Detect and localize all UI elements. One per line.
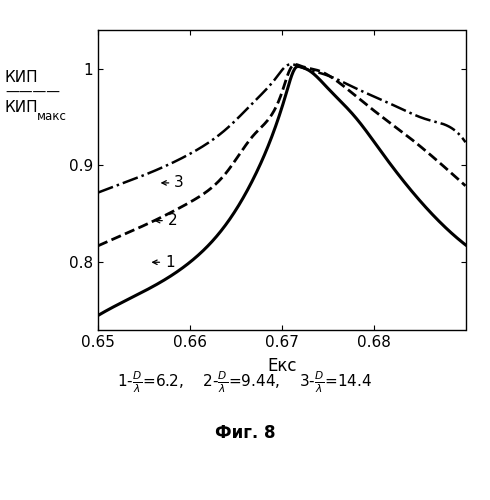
Text: 3: 3 [174,176,184,190]
X-axis label: Екс: Екс [267,357,296,375]
Text: макс: макс [37,110,67,122]
Text: КИП: КИП [5,100,39,115]
Text: 1-$\frac{D}{\lambda}$=6.2,    2-$\frac{D}{\lambda}$=9.44,    3-$\frac{D}{\lambda: 1-$\frac{D}{\lambda}$=6.2, 2-$\frac{D}{\… [118,370,372,396]
Text: ————: ———— [5,86,60,100]
Text: КИП: КИП [5,70,39,85]
Text: 2: 2 [168,213,177,228]
Text: Фиг. 8: Фиг. 8 [215,424,275,442]
Text: 1: 1 [165,255,175,270]
